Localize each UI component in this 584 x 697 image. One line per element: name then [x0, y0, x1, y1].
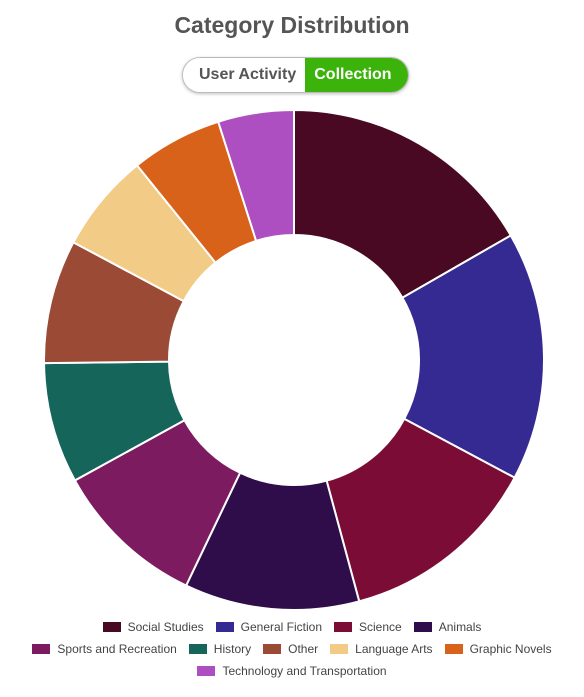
toggle-option[interactable]: User Activity — [183, 58, 306, 92]
legend-label: Graphic Novels — [469, 642, 552, 656]
legend-label: Language Arts — [355, 642, 433, 656]
legend-item[interactable]: Graphic Novels — [444, 641, 552, 657]
legend-item[interactable]: History — [188, 641, 252, 657]
legend-label: Technology and Transportation — [222, 664, 387, 678]
legend-item[interactable]: Science — [334, 619, 402, 635]
legend-label: Sports and Recreation — [57, 642, 177, 656]
slice — [325, 417, 516, 603]
legend-swatch — [413, 622, 432, 632]
legend-item[interactable]: General Fiction — [215, 619, 323, 635]
view-toggle: User Activity Collection — [182, 57, 409, 93]
legend-swatch — [330, 644, 349, 654]
legend-swatch — [197, 666, 216, 676]
legend-swatch — [444, 644, 463, 654]
legend-label: History — [213, 642, 252, 656]
legend-item[interactable]: Social Studies — [102, 619, 204, 635]
legend-swatch — [188, 644, 207, 654]
legend-swatch — [102, 622, 121, 632]
legend-swatch — [263, 644, 282, 654]
legend-item[interactable]: Other — [263, 641, 318, 657]
chart — [43, 108, 545, 611]
legend-swatch — [334, 622, 353, 632]
legend-label: Animals — [438, 620, 482, 634]
legend-label: Social Studies — [127, 620, 204, 634]
legend-swatch — [32, 644, 51, 654]
slice — [216, 108, 295, 243]
chart-title: Category Distribution — [174, 12, 410, 38]
slice — [293, 108, 513, 300]
legend-item[interactable]: Technology and Transportation — [197, 663, 387, 679]
legend-label: Other — [288, 642, 319, 656]
slice — [401, 234, 545, 480]
legend-item[interactable]: Animals — [413, 619, 482, 635]
legend-label: General Fiction — [240, 620, 323, 634]
toggle-option[interactable]: Collection — [305, 58, 408, 92]
legend-label: Science — [359, 620, 402, 634]
legend: Social Studies General Fiction Science Anim… — [22, 619, 562, 679]
legend-item[interactable]: Sports and Recreation — [32, 641, 177, 657]
legend-swatch — [215, 622, 234, 632]
legend-item[interactable]: Language Arts — [330, 641, 433, 657]
